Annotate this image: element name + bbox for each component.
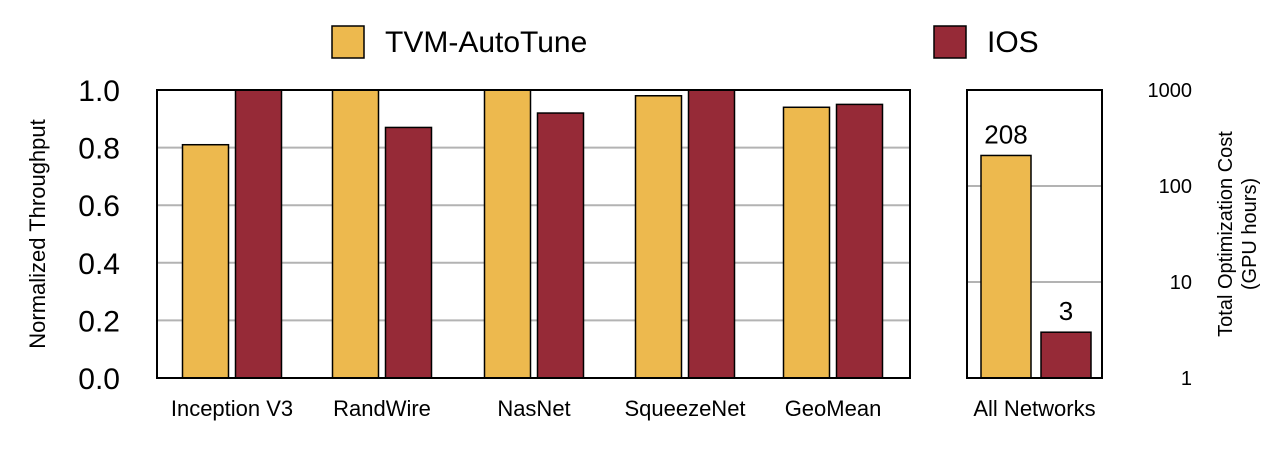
bar-ios-4 <box>835 103 884 379</box>
bar-ios-2 <box>536 112 585 379</box>
ytick-left: 0.0 <box>78 363 120 396</box>
bar-ios-0 <box>234 89 283 379</box>
bar-tvm-1 <box>331 89 380 379</box>
xtick-label: Inception V3 <box>171 396 293 421</box>
bar-ios-all-networks <box>1040 331 1092 379</box>
ytick-left: 1.0 <box>78 75 120 108</box>
ytick-left: 0.2 <box>78 305 120 338</box>
data-label: 208 <box>984 119 1027 149</box>
bar-tvm-all-networks <box>980 154 1032 379</box>
bar-tvm-3 <box>634 95 683 379</box>
bar-tvm-0 <box>181 143 230 379</box>
ylabel-right-line1: Total Optimization Cost <box>1215 131 1237 337</box>
data-label: 3 <box>1059 296 1073 326</box>
legend-swatch-0 <box>331 25 365 59</box>
bar-tvm-2 <box>483 89 532 379</box>
xtick-label: GeoMean <box>785 396 882 421</box>
ytick-right: 1 <box>1181 368 1192 390</box>
plot-frame-right <box>966 89 1103 379</box>
plot-frame-left <box>156 89 911 379</box>
legend-swatch-1 <box>933 25 967 59</box>
bar-tvm-4 <box>782 106 831 379</box>
ytick-left: 0.8 <box>78 133 120 166</box>
xtick-label: NasNet <box>497 396 570 421</box>
ytick-right: 1000 <box>1148 80 1193 102</box>
legend-label-1: IOS <box>987 26 1039 59</box>
ylabel-right-line2: (GPU hours) <box>1239 178 1261 290</box>
xtick-label: SqueezeNet <box>624 396 745 421</box>
ylabel-left: Normalized Throughput <box>25 119 50 349</box>
ytick-left: 0.6 <box>78 190 120 223</box>
bar-ios-1 <box>384 126 433 379</box>
bar-ios-3 <box>687 89 736 379</box>
ytick-right: 10 <box>1170 272 1192 294</box>
ytick-right: 100 <box>1159 176 1192 198</box>
xtick-label: RandWire <box>333 396 431 421</box>
ytick-left: 0.4 <box>78 248 120 281</box>
xtick-label: All Networks <box>973 396 1095 421</box>
legend-label-0: TVM-AutoTune <box>385 26 587 59</box>
